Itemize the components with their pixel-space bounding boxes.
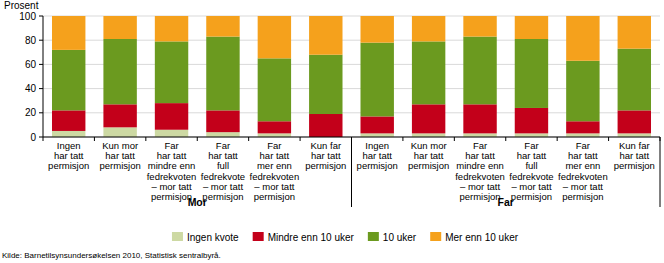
y-tick-label: 0	[30, 132, 36, 143]
bar-segment	[515, 39, 548, 108]
legend-label: Ingen kvote	[187, 232, 239, 243]
x-tick-label: Farhar tattmer ennfedrekvoten– mor tattp…	[250, 140, 300, 202]
legend-label: 10 uker	[383, 232, 417, 243]
group-label: Far	[498, 196, 514, 208]
x-tick-label: Kun morhar tattpermisjon	[408, 140, 449, 171]
legend-swatch	[368, 232, 379, 241]
bar-segment	[52, 16, 85, 50]
x-tick	[43, 137, 44, 141]
bar-segment	[566, 121, 599, 133]
y-tick	[39, 88, 43, 89]
x-tick	[505, 137, 506, 141]
x-tick	[608, 137, 609, 141]
x-tick-label: Farhar tattfullfedrekvote– mor tattpermi…	[509, 140, 553, 202]
bar-segment	[412, 41, 445, 104]
x-tick-label: Farhar tattmindre ennfedrekvoten– mor ta…	[147, 140, 197, 202]
y-tick-label: 100	[19, 11, 36, 22]
bar-segment	[309, 55, 342, 114]
y-tick-label: 40	[25, 83, 37, 94]
bar-segment	[463, 16, 496, 37]
bar-segment	[515, 108, 548, 133]
bar-segment	[155, 16, 188, 41]
x-tick-label: Ingenhar tattpermisjon	[48, 140, 89, 171]
bar-segment	[309, 16, 342, 55]
bar-segment	[155, 103, 188, 130]
x-tick	[300, 137, 301, 141]
x-tick	[145, 137, 146, 141]
y-tick-label: 60	[25, 59, 37, 70]
bar-segment	[258, 16, 291, 58]
bar-segment	[360, 133, 393, 137]
y-axis-label: Prosent	[4, 0, 39, 11]
x-tick	[197, 137, 198, 141]
bar-segment	[463, 37, 496, 105]
y-tick	[39, 112, 43, 113]
legend-swatch	[430, 232, 441, 241]
bar-segment	[258, 121, 291, 133]
bar-segment	[566, 16, 599, 61]
bar-segment	[206, 37, 239, 111]
bar-segment	[618, 110, 651, 133]
bar-segment	[463, 104, 496, 133]
x-tick	[557, 137, 558, 141]
legend: Ingen kvote Mindre enn 10 uker 10 uker Mer …	[172, 232, 519, 243]
bar-segment	[566, 61, 599, 122]
bar-segment	[515, 133, 548, 137]
x-tick	[94, 137, 95, 141]
legend-swatch	[172, 232, 183, 241]
legend-label: Mer enn 10 uker	[445, 232, 518, 243]
legend-swatch	[253, 232, 264, 241]
y-tick	[39, 16, 43, 17]
y-tick	[39, 137, 43, 138]
bar-segment	[309, 114, 342, 137]
bar-segment	[155, 130, 188, 137]
bar-segment	[515, 16, 548, 39]
bar-segment	[103, 39, 136, 104]
y-tick-label: 80	[25, 35, 37, 46]
x-tick-label: Kun farhar tattpermisjon	[305, 140, 346, 171]
y-axis	[43, 16, 44, 137]
bar-segment	[52, 50, 85, 111]
x-tick	[248, 137, 249, 141]
bar-segment	[52, 131, 85, 137]
bar-segment	[103, 16, 136, 39]
bar-segment	[566, 133, 599, 137]
bar-segment	[412, 16, 445, 41]
x-tick-label: Kun morhar tattpermisjon	[100, 140, 141, 171]
x-tick	[454, 137, 455, 141]
y-tick	[39, 64, 43, 65]
bar-segment	[258, 133, 291, 137]
bar-segment	[360, 43, 393, 117]
chart: 0 20 40 60 80 100Prosent Ingenhar tattpermisjo…	[0, 0, 664, 263]
x-tick-label: Farhar tattmer ennfedrekvoten– mor tattp…	[558, 140, 608, 202]
bar-segment	[258, 58, 291, 121]
y-tick-label: 20	[25, 107, 37, 118]
bar-segment	[360, 116, 393, 133]
bar-segment	[618, 133, 651, 137]
bar-segment	[463, 133, 496, 137]
bar-segment	[206, 132, 239, 137]
bar-segment	[618, 16, 651, 49]
group-separator	[660, 137, 661, 207]
bar-segment	[206, 16, 239, 37]
bar-segment	[360, 16, 393, 43]
group-separator	[351, 137, 352, 207]
bar-segment	[618, 49, 651, 111]
group-label: Mor	[188, 196, 207, 208]
x-tick-label: Farhar tattmindre ennfedrekvoten– mor ta…	[455, 140, 505, 202]
bar-segment	[103, 127, 136, 137]
bar-segment	[206, 110, 239, 132]
legend-label: Mindre enn 10 uker	[268, 232, 355, 243]
bar-segment	[103, 104, 136, 127]
y-tick	[39, 40, 43, 41]
x-tick	[402, 137, 403, 141]
x-tick-label: Farhar tattfullfedrekvote– mor tattpermi…	[201, 140, 245, 202]
x-tick-label: Ingenhar tattpermisjon	[357, 140, 398, 171]
source: Kilde: Barnetilsynsundersøkelsen 2010, S…	[2, 251, 221, 260]
x-tick-label: Kun farhar tattpermisjon	[614, 140, 655, 171]
bar-segment	[52, 110, 85, 131]
bar-segment	[412, 133, 445, 137]
bar-segment	[412, 104, 445, 133]
bar-segment	[155, 41, 188, 103]
